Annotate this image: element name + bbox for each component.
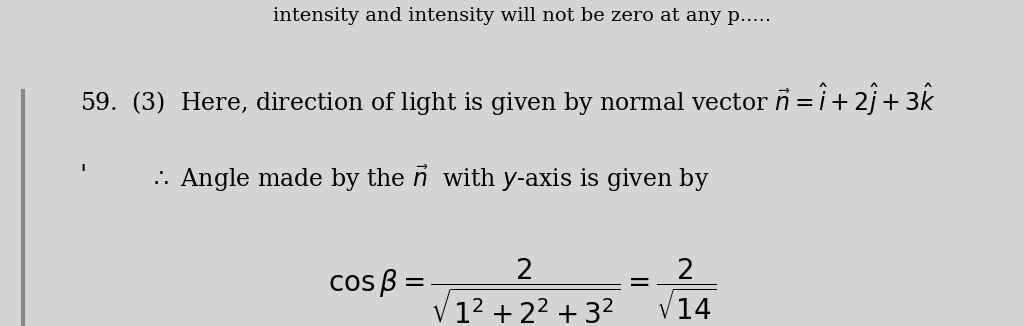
Text: intensity and intensity will not be zero at any p.....: intensity and intensity will not be zero…	[273, 7, 771, 24]
Text: $\cos \beta = \dfrac{2}{\sqrt{1^2 + 2^2 + 3^2}} = \dfrac{2}{\sqrt{14}}$: $\cos \beta = \dfrac{2}{\sqrt{1^2 + 2^2 …	[328, 257, 717, 326]
Text: 59.  (3)  Here, direction of light is given by normal vector $\vec{n} = \hat{i} : 59. (3) Here, direction of light is give…	[80, 82, 936, 118]
Text: $\therefore$ Angle made by the $\vec{n}$  with $y$-axis is given by: $\therefore$ Angle made by the $\vec{n}$…	[148, 163, 710, 194]
Text: ': '	[80, 163, 87, 188]
